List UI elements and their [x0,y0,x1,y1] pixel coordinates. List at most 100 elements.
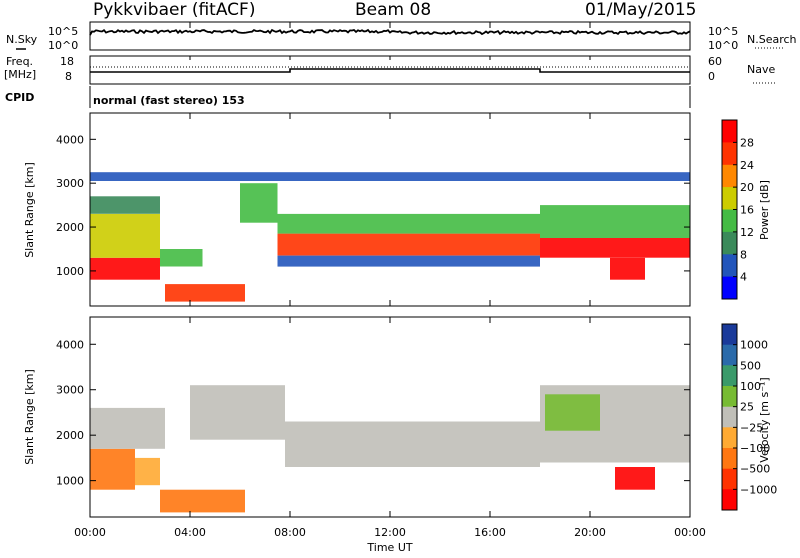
cpid-label: CPID [5,91,34,104]
ytick-label: 1000 [56,265,84,278]
colorbar-segment [722,254,737,278]
power-echo-region [90,196,160,214]
xtick-label: 08:00 [274,526,306,539]
power-colorbar: 4 8 12 16 20 24 28 [721,119,754,300]
velocity-echoes [90,385,690,513]
colorbar-segment [722,468,737,490]
xtick-label: 12:00 [374,526,406,539]
xtick-label: 04:00 [174,526,206,539]
ytick-label: 4000 [56,133,84,146]
freq-panel-frame [89,55,691,85]
colorbar-segment [722,209,737,233]
colorbar-segment [722,231,737,255]
colorbar-segment [722,386,737,408]
colorbar-segment [722,365,737,387]
colorbar-segment [722,448,737,470]
cpid-text: normal (fast stereo) 153 [93,94,245,107]
noise-left-top-tick: 10^5 [48,25,78,38]
ytick-label: 2000 [56,429,84,442]
colorbar-segment [722,489,737,511]
colorbar-tick-label: 500 [740,359,761,372]
colorbar-tick-label: 4 [740,271,747,284]
power-echo-region [90,257,160,280]
power-echo-region [90,172,690,181]
nave-right-top-tick: 60 [708,55,722,68]
colorbar-segment [722,324,737,346]
xtick-label: 16:00 [474,526,506,539]
colorbar-frame [721,323,738,511]
colorbar-tick-label: 12 [740,226,754,239]
velocity-colorbar-label: Velocity [m s⁻¹] [758,377,771,462]
time-axis: 00:00 04:00 08:00 12:00 16:00 20:00 00:00 [74,22,706,539]
nsearch-label: N.Search [747,33,797,46]
colorbar-segment [722,344,737,366]
power-echo-region [540,205,690,238]
colorbar-segment [722,406,737,428]
colorbar-segment [722,120,737,143]
colorbar-tick-label: −1000 [740,483,777,496]
power-echo-region [540,238,690,258]
date-label: 01/May/2015 [585,0,697,20]
colorbar-tick-label: 16 [740,204,754,217]
velocity-panel: 1000 2000 3000 4000 Slant Range [km] 1000 50… [23,316,777,518]
ytick-label: 4000 [56,338,84,351]
freq-label: Freq. [6,55,33,68]
colorbar-segment [722,427,737,449]
beam-label: Beam 08 [355,0,431,20]
colorbar-tick-label: 100 [740,380,761,393]
noise-right-bottom-tick: 10^0 [708,39,738,52]
xtick-label: 00:00 [674,526,706,539]
colorbar-segment [722,187,737,210]
freq-line [90,68,690,73]
power-echo-region [240,183,278,223]
velocity-echo-region [285,421,540,467]
power-echo-region [90,213,160,258]
power-panel: 1000 2000 3000 4000 Slant Range [km] 4 8 12 16… [23,112,771,307]
nsky-label: N.Sky [6,33,38,46]
ytick-label: 3000 [56,177,84,190]
velocity-yticks: 1000 2000 3000 4000 [56,338,690,488]
colorbar-tick-label: −500 [740,463,770,476]
power-colorbar-label: Power [dB] [758,180,771,240]
velocity-colorbar: 1000 500 100 25 −25 −100 −500 −1000 [721,323,777,511]
colorbar-tick-label: 20 [740,181,754,194]
velocity-echo-region [90,448,135,490]
xtick-label: 20:00 [574,526,606,539]
power-echo-region [277,233,540,256]
freq-left-top-tick: 18 [60,55,74,68]
power-echo-region [160,249,203,267]
power-echo-region [165,284,245,302]
time-axis-label: Time UT [366,541,412,554]
noise-left-bottom-tick: 10^0 [48,39,78,52]
colorbar-segment [722,142,737,166]
power-echo-region [610,257,645,280]
power-yticks: 1000 2000 3000 4000 [56,133,690,278]
ytick-label: 3000 [56,384,84,397]
colorbar-tick-label: 25 [740,401,754,414]
nave-label: Nave [747,63,775,76]
colorbar-tick-label: 28 [740,136,754,149]
velocity-echo-region [160,489,245,513]
colorbar-tick-label: 8 [740,248,747,261]
colorbar-segment [722,276,737,300]
noise-right-top-tick: 10^5 [708,25,738,38]
nave-right-bottom-tick: 0 [708,70,715,83]
colorbar-tick-label: −100 [740,442,770,455]
radar-title: Pykkvibaer (fitACF) [93,0,255,20]
freq-left-bottom-tick: 8 [65,70,72,83]
velocity-echo-region [615,467,655,490]
power-echoes [90,172,690,302]
velocity-echo-region [135,457,160,486]
velocity-echo-region [545,394,600,431]
colorbar-tick-label: 24 [740,159,754,172]
power-echo-region [277,255,540,267]
velocity-echo-region [190,385,285,440]
power-echo-region [277,213,540,234]
ytick-label: 1000 [56,475,84,488]
colorbar-segment [722,164,737,188]
ytick-label: 2000 [56,221,84,234]
power-ylabel: Slant Range [km] [23,162,36,258]
freq-unit-label: [MHz] [4,68,36,81]
xtick-label: 00:00 [74,526,106,539]
